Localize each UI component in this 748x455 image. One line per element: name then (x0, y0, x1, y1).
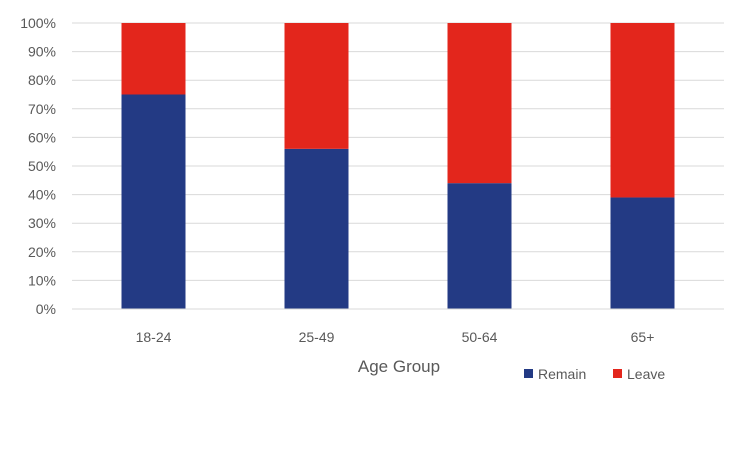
y-tick-label: 30% (28, 215, 56, 231)
bar-remain-25-49 (284, 148, 349, 309)
bar-leave-50-64 (447, 23, 512, 184)
x-tick-label: 65+ (631, 329, 655, 345)
bar-remain-50-64 (447, 183, 512, 309)
bar-leave-25-49 (284, 23, 349, 149)
bar-leave-65+ (610, 23, 675, 198)
legend-item-remain: Remain (524, 366, 586, 382)
bar-remain-65+ (610, 197, 675, 309)
y-tick-label: 80% (28, 72, 56, 88)
x-tick-label: 50-64 (462, 329, 498, 345)
y-tick-label: 50% (28, 158, 56, 174)
y-tick-label: 40% (28, 187, 56, 203)
y-axis-ticks: 0% 10% 20% 30% 40% 50% 60% 70% 80% 90% 100% (20, 15, 56, 317)
legend: Remain Leave (524, 366, 665, 382)
y-tick-label: 70% (28, 101, 56, 117)
x-axis-title: Age Group (358, 357, 440, 376)
y-tick-label: 60% (28, 129, 56, 145)
y-tick-label: 10% (28, 272, 56, 288)
y-tick-label: 90% (28, 44, 56, 60)
legend-label: Leave (627, 366, 665, 382)
legend-swatch (524, 369, 533, 378)
x-axis-ticks: 18-24 25-49 50-64 65+ (136, 329, 655, 345)
legend-item-leave: Leave (613, 366, 665, 382)
y-tick-label: 0% (36, 301, 56, 317)
y-tick-label: 20% (28, 244, 56, 260)
y-tick-label: 100% (20, 15, 56, 31)
x-tick-label: 18-24 (136, 329, 172, 345)
bars (121, 23, 675, 309)
bar-remain-18-24 (121, 94, 186, 309)
legend-swatch (613, 369, 622, 378)
legend-label: Remain (538, 366, 586, 382)
x-tick-label: 25-49 (299, 329, 335, 345)
bar-leave-18-24 (121, 23, 186, 95)
